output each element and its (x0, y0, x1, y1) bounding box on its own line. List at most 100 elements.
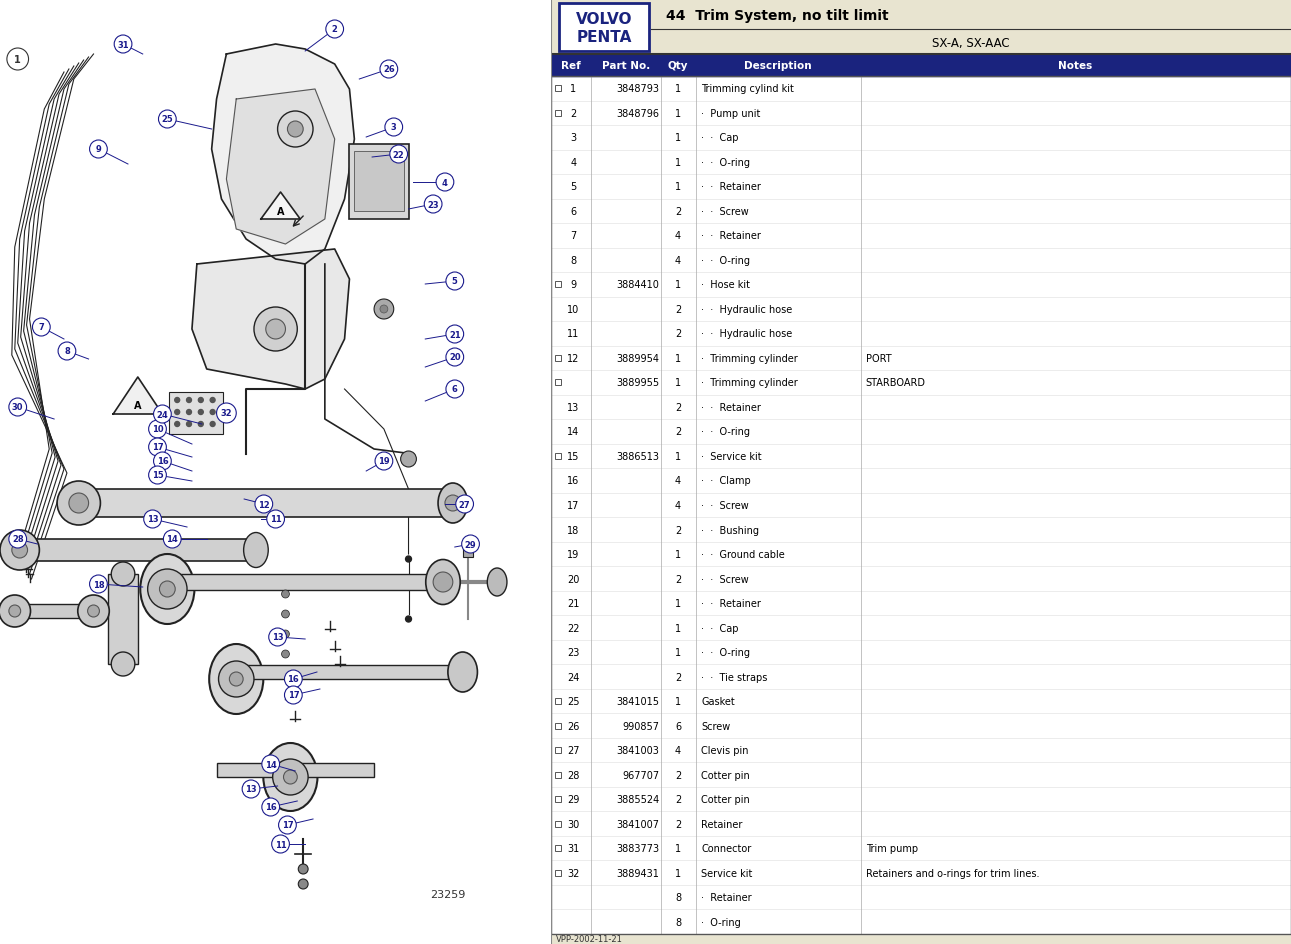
Circle shape (57, 481, 101, 526)
Text: ·  ·  Clamp: · · Clamp (701, 476, 751, 486)
Circle shape (77, 596, 110, 628)
Text: 2: 2 (675, 794, 682, 804)
Text: ·  ·  O-ring: · · O-ring (701, 158, 750, 168)
Text: 1: 1 (571, 84, 576, 94)
Text: 6: 6 (571, 207, 576, 216)
Text: 13: 13 (567, 402, 580, 413)
Circle shape (12, 543, 27, 559)
Circle shape (148, 421, 167, 439)
Text: 28: 28 (567, 770, 580, 780)
Text: 3889955: 3889955 (616, 378, 660, 388)
Bar (555, 821, 562, 827)
Circle shape (385, 119, 403, 137)
Text: 26: 26 (383, 65, 395, 75)
Bar (555, 723, 562, 729)
Ellipse shape (244, 533, 269, 568)
Text: 18: 18 (567, 525, 580, 535)
Bar (555, 845, 562, 851)
Text: 2: 2 (675, 207, 682, 216)
Circle shape (88, 605, 99, 617)
Circle shape (89, 576, 107, 594)
Circle shape (445, 348, 463, 366)
Text: 20: 20 (567, 574, 580, 584)
Text: 17: 17 (567, 500, 580, 511)
Text: 44  Trim System, no tilt limit: 44 Trim System, no tilt limit (666, 9, 888, 23)
Text: 4: 4 (675, 256, 682, 265)
Text: 14: 14 (265, 760, 276, 768)
Text: 1: 1 (675, 648, 682, 657)
Text: 8: 8 (65, 347, 70, 356)
Text: 19: 19 (567, 549, 580, 560)
Text: 3885524: 3885524 (616, 794, 660, 804)
Text: 2: 2 (675, 305, 682, 314)
Text: 10: 10 (567, 305, 580, 314)
Text: 4: 4 (675, 500, 682, 511)
Bar (108, 574, 138, 665)
Text: 18: 18 (93, 580, 105, 589)
Text: ·  ·  Cap: · · Cap (701, 133, 738, 143)
Text: 13: 13 (147, 515, 159, 524)
Text: 16: 16 (156, 457, 168, 466)
Text: 7: 7 (571, 231, 576, 241)
Text: Clevis pin: Clevis pin (701, 746, 749, 755)
Text: 15: 15 (151, 471, 164, 480)
Text: 3889431: 3889431 (616, 868, 660, 878)
Text: 4: 4 (571, 158, 576, 168)
Text: 990857: 990857 (622, 721, 660, 731)
Text: ·  ·  Retainer: · · Retainer (701, 231, 760, 241)
Text: 12: 12 (258, 500, 270, 509)
Text: 32: 32 (567, 868, 580, 878)
Text: ·  Retainer: · Retainer (701, 892, 751, 902)
Bar (555, 86, 562, 93)
Bar (555, 772, 562, 778)
Bar (555, 380, 562, 386)
Text: Description: Description (744, 61, 812, 71)
Circle shape (210, 410, 216, 415)
Text: 22: 22 (567, 623, 580, 632)
Circle shape (9, 605, 21, 617)
Circle shape (9, 398, 27, 416)
Circle shape (325, 21, 343, 39)
Circle shape (281, 650, 289, 658)
Polygon shape (114, 378, 163, 414)
Text: ·  ·  Hydraulic hose: · · Hydraulic hose (701, 329, 793, 339)
Text: 3841007: 3841007 (616, 818, 660, 829)
Text: ·  Hose kit: · Hose kit (701, 280, 750, 290)
Text: 21: 21 (449, 330, 461, 339)
Text: 13: 13 (272, 632, 284, 642)
Text: 1: 1 (675, 868, 682, 878)
Bar (555, 110, 562, 117)
Text: ·  ·  Hydraulic hose: · · Hydraulic hose (701, 305, 793, 314)
Circle shape (281, 631, 289, 638)
Circle shape (278, 112, 312, 148)
Ellipse shape (438, 483, 467, 523)
Circle shape (267, 511, 284, 529)
Bar (19, 539, 256, 562)
Text: 1: 1 (675, 843, 682, 853)
Text: 9: 9 (96, 145, 101, 154)
Text: ·  ·  O-ring: · · O-ring (701, 648, 750, 657)
Text: Screw: Screw (701, 721, 731, 731)
Text: 4: 4 (675, 476, 682, 486)
Circle shape (243, 780, 259, 799)
Circle shape (400, 451, 417, 467)
Circle shape (58, 343, 76, 361)
Circle shape (271, 835, 289, 853)
Circle shape (111, 652, 134, 676)
Text: 32: 32 (221, 409, 232, 418)
Bar (555, 282, 562, 288)
Text: 1: 1 (675, 697, 682, 706)
Text: 3886513: 3886513 (616, 451, 660, 462)
Text: 1: 1 (675, 158, 682, 168)
Text: 10: 10 (151, 425, 164, 434)
Text: ·  Trimming cylinder: · Trimming cylinder (701, 378, 798, 388)
Ellipse shape (209, 645, 263, 715)
Circle shape (174, 410, 179, 415)
Bar (559, 4, 649, 52)
Text: Cotter pin: Cotter pin (701, 794, 750, 804)
Bar (555, 356, 562, 362)
Text: 11: 11 (270, 515, 281, 524)
Text: 2: 2 (571, 109, 576, 119)
Text: 24: 24 (567, 672, 580, 682)
Circle shape (160, 582, 176, 598)
